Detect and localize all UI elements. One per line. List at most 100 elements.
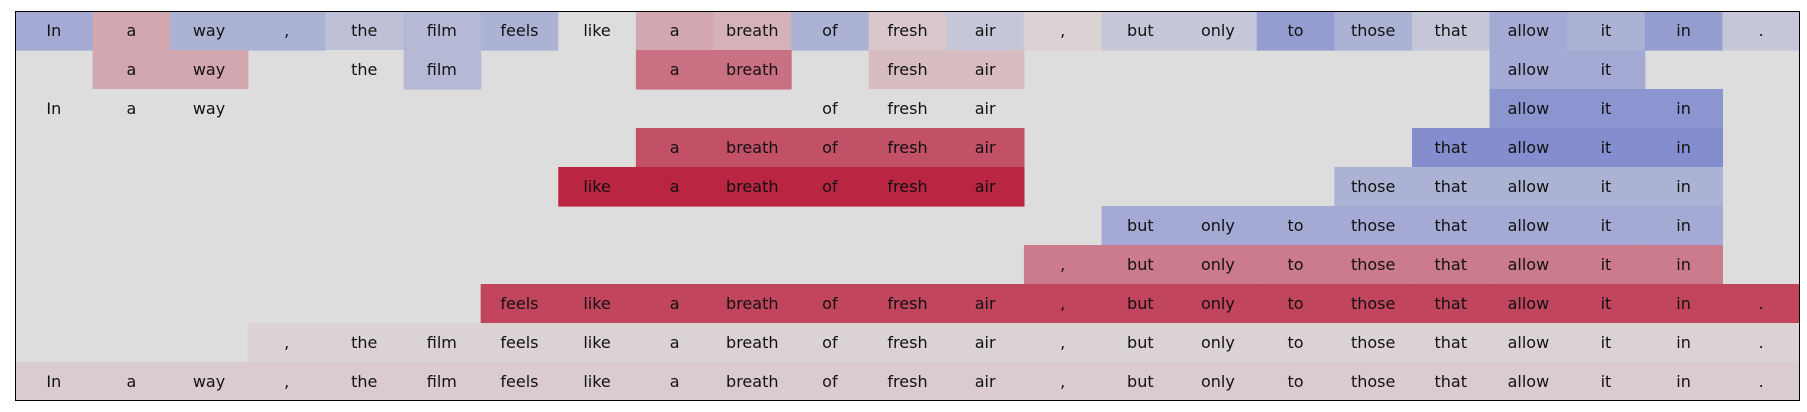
heatmap-cell-r8-c5 [403, 323, 482, 363]
heatmap-cell-r5-c17 [1334, 206, 1413, 246]
heatmap-cell-r3-c11 [868, 128, 947, 168]
heatmap-cell-r9-c3 [247, 362, 327, 401]
token-label-r4-c10: of [822, 177, 838, 196]
token-label-r6-c20: it [1601, 255, 1612, 274]
heatmap-cell-r2-c10 [791, 89, 870, 129]
token-label-r9-c19: allow [1508, 372, 1550, 391]
token-label-r3-c21: in [1676, 138, 1691, 157]
heatmap-cell-r0-c19 [1489, 11, 1568, 51]
token-label-r6-c16: to [1288, 255, 1304, 274]
token-label-r9-c20: it [1601, 372, 1612, 391]
token-label-r5-c14: but [1127, 216, 1154, 235]
heatmap-cell-r4-c10 [791, 167, 870, 207]
heatmap-cell-r9-c6 [480, 362, 559, 401]
token-label-r1-c12: air [975, 60, 996, 79]
token-label-r5-c17: those [1351, 216, 1395, 235]
heatmap-cell-r5-c20 [1567, 206, 1646, 246]
token-label-r4-c19: allow [1508, 177, 1550, 196]
heatmap-cell-r0-c7 [558, 11, 637, 51]
token-heatmap: In a way, the film feels like a breath of fresh air… [15, 11, 1800, 401]
token-label-r8-c21: in [1676, 333, 1691, 352]
token-label-r1-c4: the [351, 60, 377, 79]
token-label-r7-c16: to [1288, 294, 1304, 313]
token-label-r8-c14: but [1127, 333, 1154, 352]
heatmap-cell-r1-c11 [868, 50, 947, 90]
token-label-r9-c17: those [1351, 372, 1395, 391]
heatmap-cell-r1-c1 [92, 50, 171, 90]
heatmap-cell-r8-c20 [1567, 323, 1646, 363]
heatmap-cell-r7-c17 [1334, 284, 1413, 324]
token-label-r1-c11: fresh [887, 60, 927, 79]
token-label-r2-c20: it [1601, 99, 1612, 118]
heatmap-cell-r6-c15 [1179, 245, 1258, 285]
heatmap-cell-r7-c22 [1722, 284, 1800, 324]
token-label-r8-c20: it [1601, 333, 1612, 352]
heatmap-cell-r8-c4 [325, 323, 404, 363]
token-label-r7-c11: fresh [887, 294, 927, 313]
heatmap-cell-r4-c21 [1644, 167, 1723, 207]
heatmap-cell-r6-c16 [1256, 245, 1335, 285]
token-label-r8-c9: breath [726, 333, 778, 352]
heatmap-cell-r6-c14 [1101, 245, 1180, 285]
heatmap-cell-r9-c1 [92, 362, 171, 401]
token-label-r7-c10: of [822, 294, 838, 313]
token-label-r6-c21: in [1676, 255, 1691, 274]
token-label-r8-c16: to [1288, 333, 1304, 352]
heatmap-cell-r3-c18 [1411, 128, 1491, 168]
heatmap-cell-r9-c20 [1567, 362, 1646, 401]
heatmap-cell-r7-c12 [946, 284, 1025, 324]
heatmap-cell-r7-c20 [1567, 284, 1646, 324]
token-label-r2-c0: In [46, 99, 61, 118]
token-label-r0-c9: breath [726, 21, 778, 40]
token-label-r0-c22: . [1759, 21, 1764, 40]
token-label-r5-c20: it [1601, 216, 1612, 235]
heatmap-cell-r4-c9 [713, 167, 792, 207]
heatmap-cell-r8-c16 [1256, 323, 1335, 363]
heatmap-cell-r8-c8 [635, 323, 715, 363]
heatmap-cell-r2-c21 [1644, 89, 1723, 129]
token-label-r4-c7: like [583, 177, 610, 196]
token-label-r7-c18: that [1435, 294, 1468, 313]
token-label-r9-c14: but [1127, 372, 1154, 391]
token-label-r0-c7: like [583, 21, 610, 40]
heatmap-cell-r8-c12 [946, 323, 1025, 363]
heatmap-cell-r2-c2 [170, 89, 249, 129]
token-label-r4-c9: breath [726, 177, 778, 196]
token-label-r3-c12: air [975, 138, 996, 157]
token-label-r3-c20: it [1601, 138, 1612, 157]
heatmap-cell-r9-c7 [558, 362, 637, 401]
token-label-r3-c8: a [670, 138, 680, 157]
heatmap-cell-r1-c9 [713, 50, 792, 90]
heatmap-cell-r8-c11 [868, 323, 947, 363]
heatmap-cell-r1-c19 [1489, 50, 1568, 90]
token-label-r1-c2: way [193, 60, 225, 79]
heatmap-cell-r5-c16 [1256, 206, 1335, 246]
heatmap-cell-r7-c21 [1644, 284, 1723, 324]
heatmap-cell-r9-c8 [635, 362, 715, 401]
heatmap-cell-r7-c8 [635, 284, 715, 324]
heatmap-cell-r0-c4 [325, 11, 404, 51]
heatmap-cell-r7-c10 [791, 284, 870, 324]
token-label-r4-c20: it [1601, 177, 1612, 196]
heatmap-cell-r5-c18 [1411, 206, 1491, 246]
heatmap-cell-r7-c13 [1023, 284, 1103, 324]
heatmap-cell-r0-c13 [1023, 11, 1103, 51]
heatmap-cell-r9-c9 [713, 362, 792, 401]
token-label-r0-c6: feels [500, 21, 538, 40]
heatmap-cell-r0-c20 [1567, 11, 1646, 51]
token-label-r8-c3: , [284, 333, 289, 352]
token-label-r0-c12: air [975, 21, 996, 40]
token-label-r9-c0: In [46, 372, 61, 391]
heatmap-cell-r4-c12 [946, 167, 1025, 207]
token-label-r5-c21: in [1676, 216, 1691, 235]
heatmap-cell-r3-c21 [1644, 128, 1723, 168]
token-label-r1-c20: it [1601, 60, 1612, 79]
token-label-r4-c18: that [1435, 177, 1468, 196]
token-label-r0-c0: In [46, 21, 61, 40]
heatmap-cell-r9-c15 [1179, 362, 1258, 401]
token-label-r8-c19: allow [1508, 333, 1550, 352]
token-label-r8-c18: that [1435, 333, 1468, 352]
heatmap-cell-r7-c15 [1179, 284, 1258, 324]
heatmap-cell-r6-c21 [1644, 245, 1723, 285]
token-label-r3-c19: allow [1508, 138, 1550, 157]
